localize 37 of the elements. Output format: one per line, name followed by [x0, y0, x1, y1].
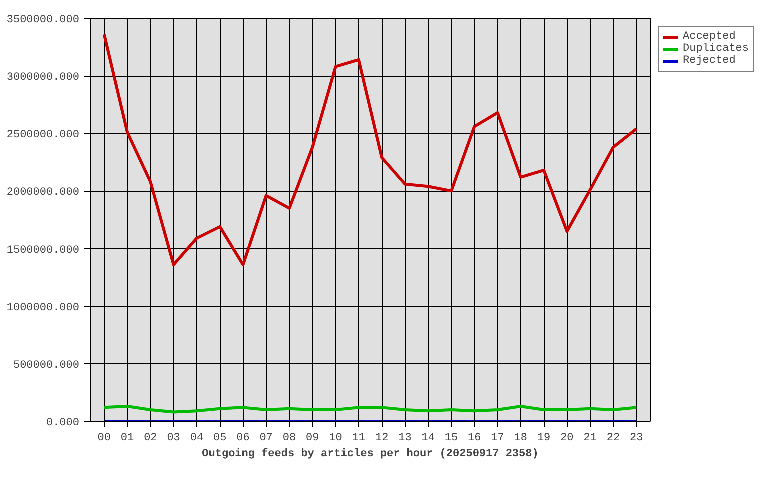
x-tick-label: 11: [352, 432, 366, 444]
line-series: [102, 33, 638, 266]
legend-label: Rejected: [683, 55, 736, 67]
y-tick-label: 2500000.000: [6, 130, 80, 142]
x-tick-label: 01: [120, 432, 135, 444]
x-tick-label: 17: [491, 432, 504, 444]
x-axis-title: Outgoing feeds by articles per hour (20250917 2358): [202, 448, 539, 460]
x-tick-label: 14: [422, 432, 436, 444]
x-tick-label: 09: [306, 432, 320, 444]
x-tick-label: 16: [468, 432, 482, 444]
x-tick-label: 10: [329, 432, 342, 444]
x-tick-label: 00: [98, 432, 111, 444]
y-tick-label: 3000000.000: [6, 72, 80, 84]
x-tick-label: 05: [213, 432, 227, 444]
x-tick-label: 08: [282, 432, 296, 444]
x-tick-label: 04: [190, 432, 204, 444]
y-tick-label: 3500000.000: [6, 14, 80, 26]
y-tick-label: 0.000: [46, 418, 80, 430]
y-tick-label: 1000000.000: [6, 302, 80, 314]
x-tick-label: 13: [398, 432, 412, 444]
x-tick-label: 03: [167, 432, 180, 444]
x-tick-label: 22: [606, 432, 620, 444]
y-tick-label: 2000000.000: [6, 187, 80, 200]
x-tick-label: 02: [144, 432, 158, 444]
legend-label: Accepted: [683, 31, 736, 43]
x-tick-label: 18: [514, 432, 528, 444]
x-tick-label: 12: [375, 432, 389, 444]
x-tick-label: 07: [260, 432, 273, 444]
y-tick-label: 1500000.000: [6, 244, 80, 257]
x-tick-label: 21: [584, 432, 598, 444]
x-tick-label: 20: [560, 432, 574, 444]
x-tick-label: 06: [236, 432, 250, 444]
x-tick-label: 23: [630, 432, 644, 444]
x-tick-label: 19: [537, 432, 551, 444]
y-tick-label: 500000.000: [13, 360, 80, 372]
x-tick-label: 15: [444, 432, 458, 444]
legend-label: Duplicates: [683, 43, 750, 55]
